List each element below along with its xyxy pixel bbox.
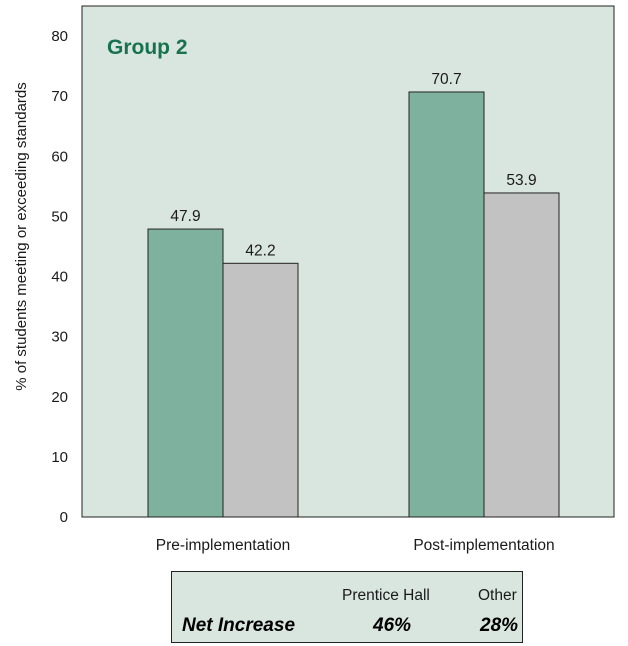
- bar: [222, 262, 299, 518]
- bar-data-label: 47.9: [170, 208, 200, 225]
- y-tick-label: 80: [51, 28, 68, 45]
- bar-chart: Group 2 % of students meeting or exceedi…: [13, 5, 615, 554]
- y-tick-label: 0: [60, 509, 68, 526]
- net-increase-table: Prentice Hall Other Net Increase 46% 28%: [171, 571, 523, 643]
- bar-data-label: 53.9: [506, 172, 536, 189]
- y-tick-label: 10: [51, 449, 68, 466]
- prentice-hall-value: 46%: [373, 615, 412, 636]
- bar: [408, 91, 485, 518]
- y-tick-label: 70: [51, 88, 68, 105]
- bar: [147, 228, 224, 518]
- bar-data-label: 42.2: [245, 242, 275, 259]
- category-label: Post-implementation: [413, 537, 554, 554]
- other-value: 28%: [480, 615, 519, 636]
- bars: 47.9 42.2 70.7 53.9: [147, 71, 560, 518]
- y-axis-label: % of students meeting or exceeding stand…: [13, 82, 30, 391]
- y-tick-label: 50: [51, 208, 68, 225]
- y-tick-label: 30: [51, 329, 68, 346]
- y-tick-label: 20: [51, 389, 68, 406]
- chart-title: Group 2: [107, 36, 188, 59]
- y-axis-ticks: 0 10 20 30 40 50 60 70 80: [51, 28, 68, 526]
- y-tick-label: 40: [51, 269, 68, 286]
- prentice-hall-header: Prentice Hall: [342, 587, 430, 604]
- category-labels: Pre-implementation Post-implementation: [156, 537, 555, 554]
- other-header: Other: [478, 587, 517, 604]
- bar-data-label: 70.7: [431, 71, 461, 88]
- category-label: Pre-implementation: [156, 537, 290, 554]
- net-increase-label: Net Increase: [182, 615, 296, 636]
- bar: [483, 192, 560, 518]
- y-tick-label: 60: [51, 148, 68, 165]
